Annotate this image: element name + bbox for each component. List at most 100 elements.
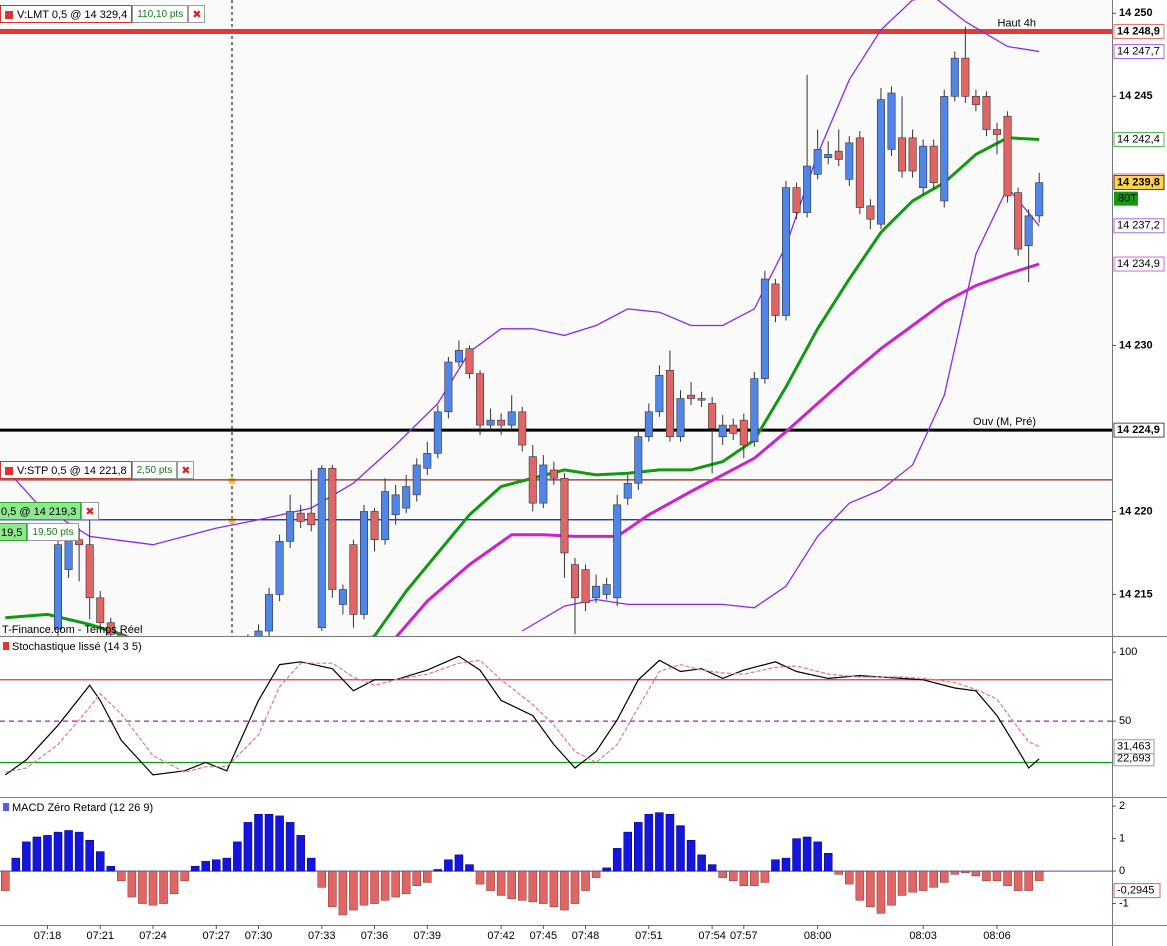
- x-tick-label: 07:42: [487, 930, 515, 942]
- bar: [887, 870, 896, 906]
- bar: [380, 870, 390, 901]
- x-tick-label: 08:00: [804, 930, 832, 942]
- y-tick-label: 2: [1119, 800, 1125, 812]
- bar: [106, 865, 116, 872]
- candle-body: [1035, 182, 1044, 217]
- candle-body: [139, 674, 146, 694]
- series-line: [4, 655, 1040, 776]
- bar: [349, 870, 358, 911]
- bar: [781, 857, 791, 872]
- panel-title: Stochastique lissé (14 3 5): [12, 641, 142, 653]
- candle-body: [317, 467, 326, 628]
- candle-body: [993, 129, 1001, 135]
- price-label: 14 248,9: [1117, 25, 1160, 37]
- candle-body: [254, 630, 263, 636]
- candle-body: [286, 511, 295, 542]
- candle-body: [940, 96, 949, 202]
- bar: [148, 870, 158, 906]
- bar: [992, 870, 1002, 882]
- candle-body: [518, 411, 527, 446]
- bar: [296, 835, 305, 872]
- bar: [517, 870, 527, 901]
- price-box: [1113, 132, 1165, 147]
- bar: [760, 870, 770, 883]
- bar: [64, 830, 73, 872]
- bar: [982, 870, 991, 882]
- y-tick-label: 14 220: [1119, 505, 1153, 517]
- candle-body: [592, 585, 601, 599]
- bar: [444, 859, 453, 872]
- candle-body: [402, 486, 411, 509]
- price-plot: Haut 4h Ouv (M, Pré): [0, 0, 1112, 704]
- bar: [275, 815, 284, 872]
- candle-body: [813, 149, 822, 175]
- candle-body: [866, 205, 875, 220]
- x-tick-label: 07:51: [635, 930, 663, 942]
- bar: [707, 864, 717, 872]
- bar: [11, 857, 21, 872]
- series-line: [5, 659, 1040, 773]
- candle-body: [845, 142, 854, 180]
- bar: [823, 852, 833, 872]
- panel-title: MACD Zéro Retard (12 26 9): [12, 802, 153, 814]
- candle-body: [739, 419, 748, 446]
- bar: [317, 870, 327, 888]
- cancel-button[interactable]: ✖: [177, 461, 195, 479]
- candle-body: [792, 187, 801, 213]
- candle-body: [349, 544, 358, 615]
- candle-body: [149, 694, 156, 704]
- bar: [496, 870, 506, 896]
- bar: [254, 813, 263, 872]
- bar: [918, 870, 928, 891]
- level-label: Haut 4h: [997, 17, 1036, 29]
- x-tick-label: 07:57: [730, 930, 758, 942]
- candle-body: [433, 411, 442, 454]
- x-tick-label: 07:39: [414, 930, 442, 942]
- bar: [1003, 870, 1012, 886]
- price-label: 14 247,7: [1117, 45, 1160, 57]
- candle-body: [528, 456, 537, 504]
- order-position-info: 19,5 19,50 pts: [0, 523, 79, 541]
- candle-body: [634, 436, 643, 484]
- order-qty: 19,5: [0, 523, 28, 541]
- candle-body: [85, 544, 94, 599]
- candle-body: [444, 361, 453, 413]
- bar: [201, 861, 210, 872]
- candle-body: [275, 541, 284, 595]
- candle-body: [465, 348, 474, 374]
- cancel-button[interactable]: ✖: [188, 5, 206, 23]
- candle-body: [771, 283, 780, 316]
- x-tick-label: 08:06: [983, 930, 1011, 942]
- bar: [950, 870, 960, 875]
- candle-body: [234, 653, 241, 668]
- candle-body: [2, 653, 9, 661]
- order-stop: V:STP 0,5 @ 14 221,8 2,50 pts ✖: [0, 461, 195, 479]
- candle-body: [908, 137, 917, 172]
- bar: [486, 870, 495, 891]
- y-tick-label: 14 215: [1119, 588, 1153, 600]
- candle-body: [919, 145, 928, 188]
- bar: [85, 839, 94, 872]
- candle-body: [160, 692, 167, 704]
- candle-body: [708, 403, 717, 429]
- bar: [507, 870, 516, 899]
- cancel-button[interactable]: ✖: [81, 502, 99, 520]
- value-box: [1113, 739, 1155, 755]
- bar: [159, 870, 168, 904]
- bar: [43, 835, 52, 872]
- candle-body: [338, 589, 347, 605]
- value-label: 22,693: [1117, 753, 1151, 765]
- bar: [1, 870, 10, 891]
- candle-body: [803, 165, 812, 213]
- bar: [117, 870, 126, 882]
- value-box: [1113, 883, 1161, 899]
- bar: [391, 870, 400, 898]
- candle-body: [96, 597, 105, 624]
- bar: [570, 870, 580, 904]
- x-tick-label: 08:03: [909, 930, 937, 942]
- order-position: 0,5 @ 14 219,3 ✖: [0, 502, 99, 520]
- candle-body: [549, 469, 558, 479]
- y-tick-label: 50: [1119, 715, 1131, 727]
- bar: [560, 870, 569, 911]
